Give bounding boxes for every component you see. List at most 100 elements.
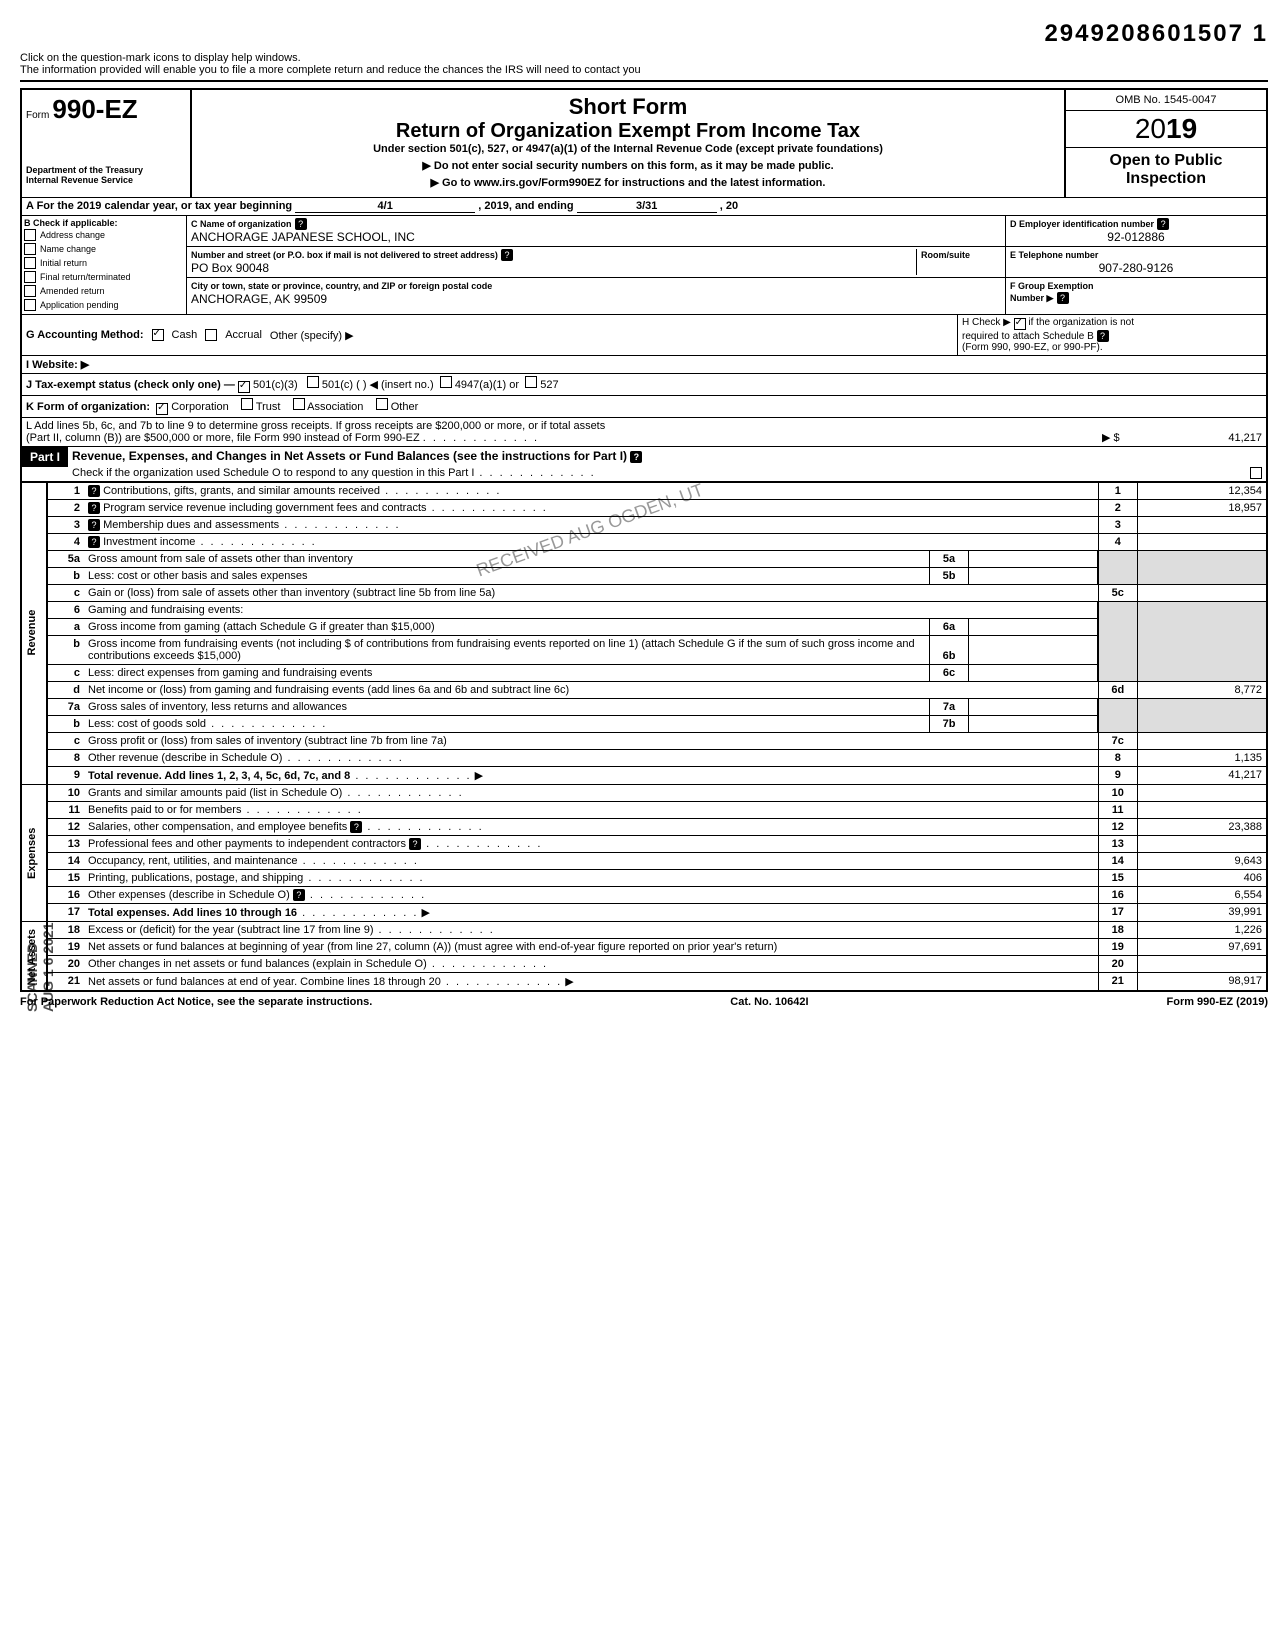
line-desc: Occupancy, rent, utilities, and maintena… xyxy=(88,855,298,867)
check-name-change[interactable]: Name change xyxy=(24,242,184,256)
help-icon[interactable]: ? xyxy=(501,249,513,261)
checkbox-4947[interactable] xyxy=(440,376,452,388)
dots xyxy=(423,432,539,444)
group-exempt-number: Number ▶ xyxy=(1010,293,1053,303)
help-icon[interactable]: ? xyxy=(1097,330,1109,342)
help-icon[interactable]: ? xyxy=(1057,292,1069,304)
opt-insert: ) ◀ (insert no.) xyxy=(363,379,434,391)
checkbox-cash[interactable] xyxy=(152,329,164,341)
dots xyxy=(195,536,316,548)
line-no: 4 xyxy=(47,534,84,551)
h-text2: if the organization is not xyxy=(1028,317,1134,328)
row-l: L Add lines 5b, 6c, and 7b to line 9 to … xyxy=(20,417,1268,446)
other-label: Other (specify) ▶ xyxy=(270,329,354,342)
line-desc: Net assets or fund balances at end of ye… xyxy=(88,976,441,988)
line-20: 20 Other changes in net assets or fund b… xyxy=(21,956,1267,973)
line-no: d xyxy=(47,682,84,699)
check-address-change[interactable]: Address change xyxy=(24,228,184,242)
section-def: D Employer identification number ? 92-01… xyxy=(1006,216,1266,314)
checkbox-icon[interactable] xyxy=(24,271,36,283)
checkbox-trust[interactable] xyxy=(241,398,253,410)
line-desc: Total expenses. Add lines 10 through 16 xyxy=(88,907,297,919)
checkbox-501c[interactable] xyxy=(307,376,319,388)
checkbox-icon[interactable] xyxy=(24,257,36,269)
row-g: G Accounting Method: Cash Accrual Other … xyxy=(20,314,1268,355)
checkbox-schedule-b[interactable] xyxy=(1014,318,1026,330)
help-icon[interactable]: ? xyxy=(88,519,100,531)
right-no: 17 xyxy=(1098,904,1138,922)
check-label: Application pending xyxy=(40,300,119,310)
help-icon[interactable]: ? xyxy=(88,536,100,548)
part-1-check: Check if the organization used Schedule … xyxy=(68,465,1266,481)
right-no: 7c xyxy=(1098,733,1138,750)
right-val xyxy=(1138,956,1268,973)
help-icon[interactable]: ? xyxy=(409,838,421,850)
line-13: 13 Professional fees and other payments … xyxy=(21,836,1267,853)
mid-no: 5a xyxy=(930,551,969,568)
line-no: 12 xyxy=(47,819,84,836)
right-val xyxy=(1138,534,1268,551)
opt-assoc: Association xyxy=(307,401,363,413)
line-no: 1 xyxy=(47,482,84,500)
line-no: 10 xyxy=(47,785,84,802)
checkbox-assoc[interactable] xyxy=(293,398,305,410)
open-public-1: Open to Public xyxy=(1110,152,1223,169)
right-val xyxy=(1138,585,1268,602)
line-no: 2 xyxy=(47,500,84,517)
check-final-return[interactable]: Final return/terminated xyxy=(24,270,184,284)
help-icon[interactable]: ? xyxy=(88,485,100,497)
dots xyxy=(342,787,463,799)
right-val xyxy=(1138,836,1268,853)
check-label: Address change xyxy=(40,230,105,240)
line-6: 6 Gaming and fundraising events: xyxy=(21,602,1267,619)
mid-val xyxy=(969,568,1099,585)
checkbox-icon[interactable] xyxy=(24,299,36,311)
help-icon[interactable]: ? xyxy=(293,889,305,901)
dots xyxy=(241,804,362,816)
line-desc: Investment income xyxy=(103,536,195,548)
right-no: 5c xyxy=(1098,585,1138,602)
info-grid: B Check if applicable: Address change Na… xyxy=(20,215,1268,314)
form-org-label: K Form of organization: xyxy=(26,401,150,413)
help-icon[interactable]: ? xyxy=(88,502,100,514)
right-no: 8 xyxy=(1098,750,1138,767)
h-text3: required to attach Schedule B xyxy=(962,331,1094,342)
line-5c: c Gain or (loss) from sale of assets oth… xyxy=(21,585,1267,602)
mid-val xyxy=(969,619,1099,636)
section-h: H Check ▶ if the organization is not req… xyxy=(958,315,1266,355)
shaded xyxy=(1098,699,1138,733)
line-desc: Net assets or fund balances at beginning… xyxy=(88,941,777,953)
help-icon[interactable]: ? xyxy=(350,821,362,833)
shaded xyxy=(1098,551,1138,585)
help-icon[interactable]: ? xyxy=(1157,218,1169,230)
line-no: 6 xyxy=(47,602,84,619)
check-app-pending[interactable]: Application pending xyxy=(24,298,184,312)
help-icon[interactable]: ? xyxy=(630,451,642,463)
row-a-tax-year: A For the 2019 calendar year, or tax yea… xyxy=(20,197,1268,215)
checkbox-527[interactable] xyxy=(525,376,537,388)
checkbox-corp[interactable] xyxy=(156,403,168,415)
right-val: 39,991 xyxy=(1138,904,1268,922)
right-val: 9,643 xyxy=(1138,853,1268,870)
ssn-warning: ▶ Do not enter social security numbers o… xyxy=(200,159,1056,172)
checkbox-accrual[interactable] xyxy=(205,329,217,341)
help-icon[interactable]: ? xyxy=(295,218,307,230)
checkbox-icon[interactable] xyxy=(24,243,36,255)
shaded xyxy=(1138,699,1268,733)
org-name-value: ANCHORAGE JAPANESE SCHOOL, INC xyxy=(191,230,415,244)
website-label: I Website: ▶ xyxy=(26,359,89,371)
form-number: 990-EZ xyxy=(52,94,137,124)
row-l-text2: (Part II, column (B)) are $500,000 or mo… xyxy=(26,432,420,444)
right-no: 2 xyxy=(1098,500,1138,517)
opt-501c: 501(c) ( xyxy=(322,379,360,391)
checkbox-icon[interactable] xyxy=(24,285,36,297)
checkbox-icon[interactable] xyxy=(24,229,36,241)
opt-527: 527 xyxy=(540,379,558,391)
checkbox-501c3[interactable] xyxy=(238,381,250,393)
checkbox-other-org[interactable] xyxy=(376,398,388,410)
check-initial-return[interactable]: Initial return xyxy=(24,256,184,270)
check-amended[interactable]: Amended return xyxy=(24,284,184,298)
opt-4947: 4947(a)(1) or xyxy=(455,379,519,391)
checkbox-schedule-o[interactable] xyxy=(1250,467,1262,479)
line-7c: c Gross profit or (loss) from sales of i… xyxy=(21,733,1267,750)
